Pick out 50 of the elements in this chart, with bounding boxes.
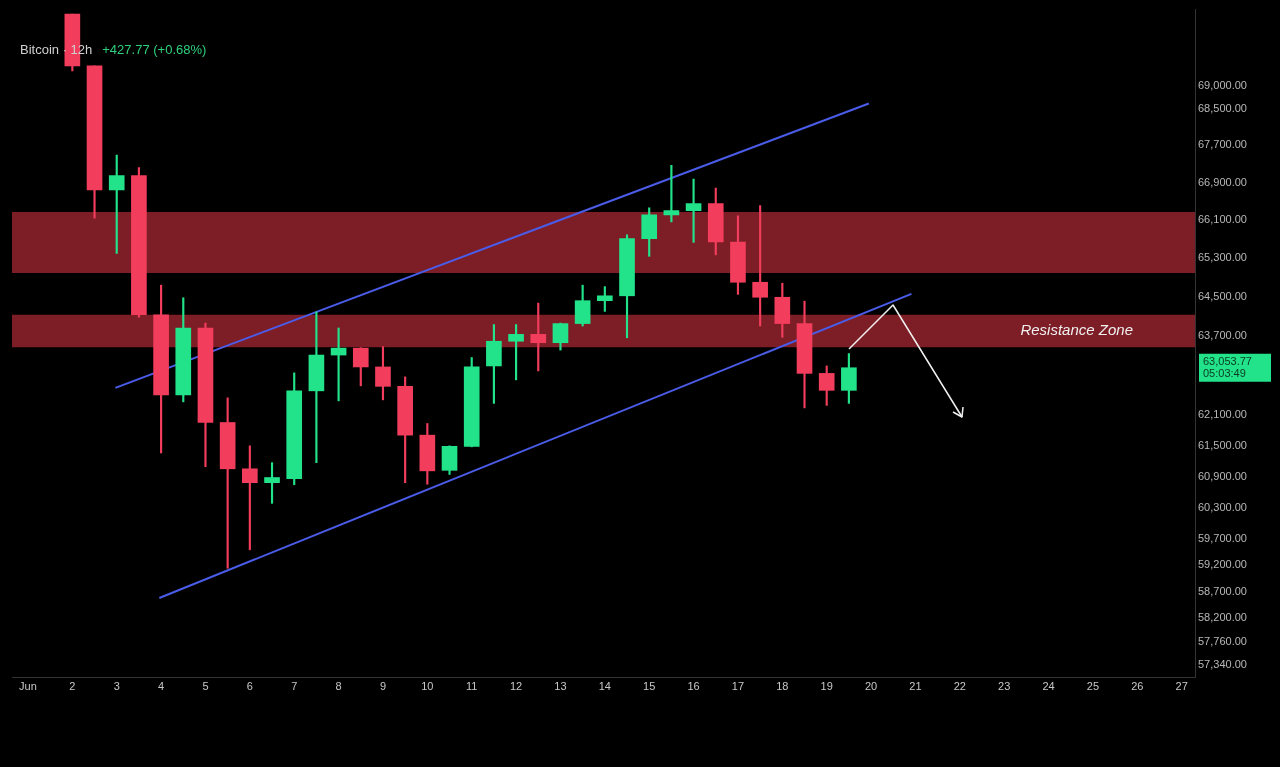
y-tick-label: 60,300.00 <box>1198 500 1247 513</box>
band-label: Resistance Zone <box>1020 321 1133 339</box>
y-tick-label: 65,300.00 <box>1198 251 1247 264</box>
x-tick-label: 9 <box>379 679 387 692</box>
x-tick-label: 12 <box>509 679 523 692</box>
y-tick-label: 59,200.00 <box>1198 558 1247 571</box>
x-tick-label: 4 <box>158 679 165 692</box>
y-tick-label: 64,500.00 <box>1198 289 1247 302</box>
x-tick-label: 27 <box>1175 679 1188 692</box>
y-tick-label: 66,100.00 <box>1198 213 1247 226</box>
y-tick-label: 62,100.00 <box>1198 408 1247 421</box>
x-tick-label: 3 <box>113 679 120 692</box>
x-tick-label: 25 <box>1086 679 1100 692</box>
y-tick-label: 57,340.00 <box>1198 658 1247 670</box>
y-tick-label: 67,700.00 <box>1198 138 1247 151</box>
text: 63,053.77 <box>1203 354 1252 367</box>
x-tick-label: 22 <box>953 679 966 692</box>
x-tick-label: 18 <box>776 679 789 692</box>
y-tick-label: 66,900.00 <box>1198 175 1247 188</box>
y-tick-label: 69,000.00 <box>1198 78 1247 91</box>
y-tick-label: 60,900.00 <box>1198 469 1247 482</box>
x-tick-label: 21 <box>909 679 922 692</box>
candlestick <box>685 178 702 243</box>
x-tick-label: 6 <box>246 679 253 692</box>
x-tick-label: 16 <box>687 679 700 692</box>
x-tick-label: 24 <box>1042 679 1055 692</box>
x-tick-label: 20 <box>864 679 878 692</box>
y-tick-label: 57,760.00 <box>1198 635 1247 648</box>
y-tick-label: 61,500.00 <box>1198 438 1247 451</box>
y-tick-label: 59,700.00 <box>1198 531 1247 544</box>
x-tick-label: 13 <box>554 679 567 692</box>
y-tick-label: 68,500.00 <box>1198 101 1247 114</box>
x-tick-label: 5 <box>202 679 209 692</box>
y-tick-label: 63,700.00 <box>1198 328 1247 341</box>
x-tick-label: Jun <box>19 679 37 692</box>
x-tick-label: 19 <box>820 679 833 692</box>
y-tick-label: 58,200.00 <box>1198 611 1247 624</box>
x-tick-label: 11 <box>466 679 478 692</box>
text: 05:03:49 <box>1203 366 1246 379</box>
x-tick-label: 26 <box>1131 679 1144 692</box>
x-tick-label: 8 <box>335 679 342 692</box>
text: +427.77 (+0.68%) <box>102 42 207 57</box>
x-tick-label: 2 <box>69 679 76 692</box>
x-tick-label: 7 <box>291 679 298 692</box>
y-tick-label: 58,700.00 <box>1198 584 1247 597</box>
x-tick-label: 17 <box>731 679 745 692</box>
x-tick-label: 15 <box>643 679 656 692</box>
x-tick-label: 23 <box>998 679 1011 692</box>
x-tick-label: 10 <box>421 679 434 692</box>
x-tick-label: 14 <box>598 679 611 692</box>
